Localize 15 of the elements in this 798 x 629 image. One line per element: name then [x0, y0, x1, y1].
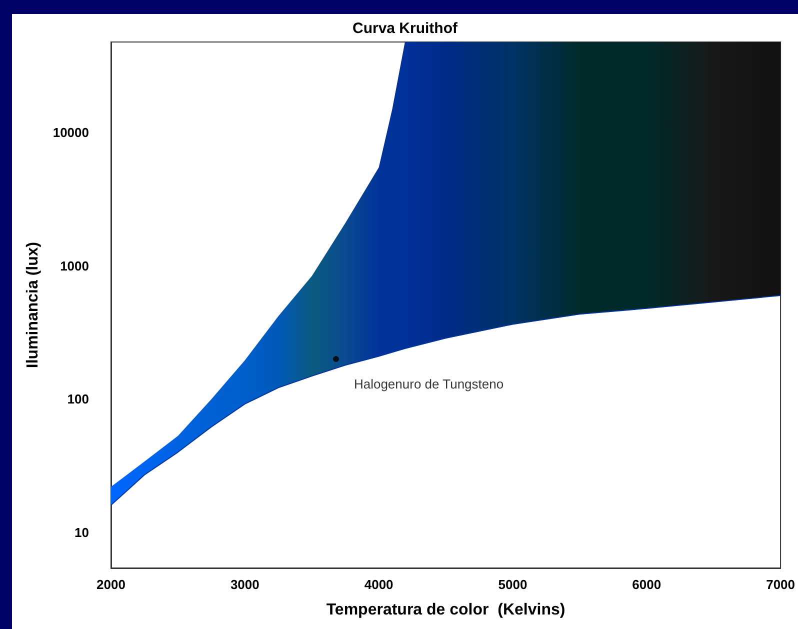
x-tick-label: 5000	[498, 577, 528, 592]
y-axis-title: Iluminancia (lux)	[24, 242, 42, 368]
y-tick-label: 1000	[60, 258, 89, 274]
line-series	[110, 295, 782, 506]
x-axis-title: Temperatura de color (Kelvins)	[326, 602, 566, 618]
x-tick-label: 4000	[364, 577, 394, 592]
y-tick-label: 10000	[52, 125, 89, 140]
annotation: Halogenuro de Tungsteno	[354, 376, 504, 392]
x-tick-label: 6000	[632, 577, 662, 592]
x-tick-label: 2000	[96, 577, 126, 592]
chart-title: Curva Kruithof	[352, 20, 459, 37]
y-tick-label: 100	[67, 392, 89, 407]
y-tick-label: 10	[74, 524, 89, 540]
x-tick-label: 3000	[230, 577, 260, 592]
x-tick-label: 7000	[766, 577, 795, 592]
